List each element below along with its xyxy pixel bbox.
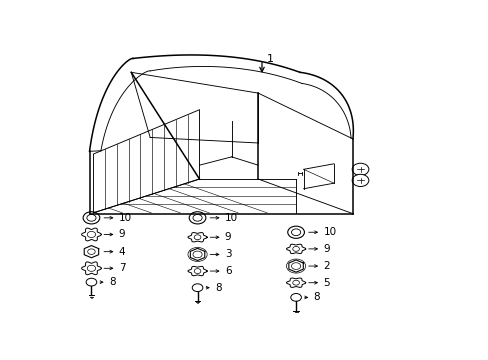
Circle shape — [83, 212, 100, 224]
Text: 9: 9 — [224, 232, 231, 242]
Text: 2: 2 — [323, 261, 329, 271]
Text: 4: 4 — [119, 247, 125, 257]
Circle shape — [86, 278, 97, 286]
Circle shape — [192, 284, 203, 292]
Circle shape — [351, 163, 368, 175]
Text: 8: 8 — [313, 292, 320, 302]
Circle shape — [351, 174, 368, 186]
Text: 3: 3 — [224, 249, 231, 260]
Text: 10: 10 — [119, 213, 132, 223]
Circle shape — [287, 226, 304, 238]
Text: 6: 6 — [224, 266, 231, 276]
Text: 1: 1 — [266, 54, 273, 64]
Text: 10: 10 — [323, 227, 336, 237]
Text: 9: 9 — [119, 229, 125, 239]
Text: 10: 10 — [224, 213, 238, 223]
Circle shape — [290, 293, 301, 301]
Text: 5: 5 — [323, 278, 329, 288]
Text: 8: 8 — [215, 283, 221, 293]
Text: 7: 7 — [119, 263, 125, 273]
Text: 9: 9 — [323, 244, 329, 254]
Text: 8: 8 — [109, 277, 115, 287]
Circle shape — [189, 212, 205, 224]
